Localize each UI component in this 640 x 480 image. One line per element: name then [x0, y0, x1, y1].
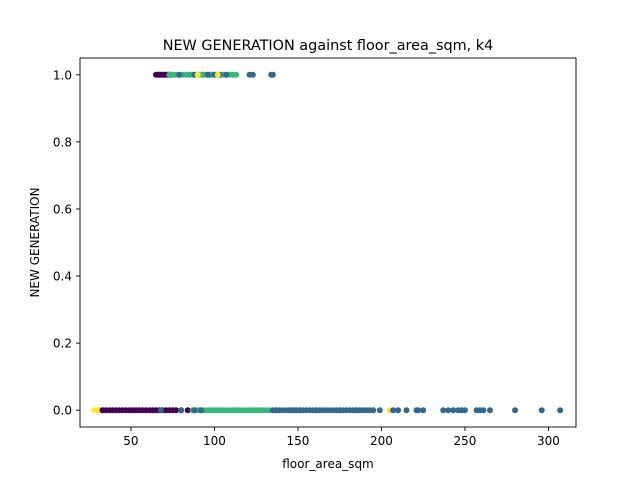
data-point-7-1 [214, 71, 221, 78]
data-point-1-24 [184, 407, 191, 414]
y-tick-label: 1.0 [53, 68, 72, 82]
x-axis-label: floor_area_sqm [282, 457, 374, 471]
data-point-1-22 [173, 407, 180, 414]
data-point-6-0 [176, 71, 183, 78]
data-point-6-2 [204, 71, 211, 78]
y-axis-label: NEW GENERATION [28, 187, 42, 297]
data-point-3-41 [420, 407, 427, 414]
data-point-3-52 [512, 407, 519, 414]
data-point-3-53 [538, 407, 545, 414]
data-point-3-3 [198, 407, 205, 414]
y-tick-label: 0.4 [53, 270, 72, 284]
y-tick-label: 0.0 [53, 404, 72, 418]
x-tick-label: 250 [453, 434, 476, 448]
data-point-6-7 [249, 71, 256, 78]
data-point-3-2 [191, 407, 198, 414]
chart-title: NEW GENERATION against floor_area_sqm, k… [163, 38, 494, 54]
data-point-3-50 [480, 407, 487, 414]
data-point-5-20 [233, 71, 240, 78]
points-layer [91, 71, 564, 414]
data-point-3-42 [440, 407, 447, 414]
data-point-3-44 [450, 407, 457, 414]
data-point-6-9 [269, 71, 276, 78]
data-point-3-34 [370, 407, 377, 414]
y-axis-ticks: 0.0 0.2 0.4 0.6 0.8 1.0 [53, 68, 80, 418]
data-point-3-47 [461, 407, 468, 414]
data-point-3-43 [445, 407, 452, 414]
data-point-3-54 [557, 407, 564, 414]
data-point-3-35 [376, 407, 383, 414]
x-tick-label: 150 [286, 434, 309, 448]
data-point-7-0 [194, 71, 201, 78]
y-tick-label: 0.8 [53, 135, 72, 149]
data-point-3-0 [158, 407, 164, 414]
data-point-3-37 [395, 407, 402, 414]
x-tick-label: 100 [203, 434, 226, 448]
x-tick-label: 200 [370, 434, 393, 448]
x-axis-ticks: 50 100 150 200 250 300 [123, 427, 560, 448]
data-point-3-36 [390, 407, 397, 414]
data-point-3-1 [178, 407, 185, 414]
y-tick-label: 0.6 [53, 202, 72, 216]
data-point-3-40 [415, 407, 422, 414]
x-tick-label: 300 [537, 434, 560, 448]
x-tick-label: 50 [123, 434, 138, 448]
data-point-3-38 [403, 407, 410, 414]
plot-frame [79, 57, 577, 428]
data-point-6-5 [223, 71, 230, 78]
data-point-3-51 [486, 407, 493, 414]
y-tick-label: 0.2 [53, 337, 72, 351]
